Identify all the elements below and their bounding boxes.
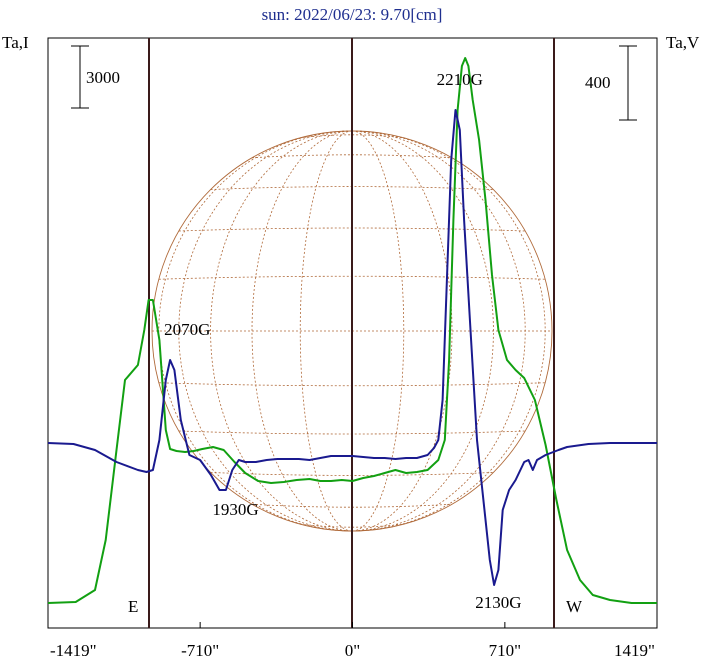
grid-longitude-line: [210, 130, 353, 532]
peak-annotation: 1930G: [212, 500, 258, 519]
x-tick-label: -710": [181, 641, 219, 660]
x-tick-label: 710": [489, 641, 521, 660]
scale-bar-left-label: 3000: [86, 68, 120, 87]
x-tick-label: -1419": [50, 641, 97, 660]
annotation-group: 2070G 1930G 2210G 2130G: [164, 70, 521, 612]
grid-longitude-line: [178, 130, 353, 532]
east-label: E: [128, 597, 138, 616]
peak-annotation: 2130G: [475, 593, 521, 612]
y-label-right: Ta,V: [666, 33, 700, 52]
series-intensity-line: [47, 57, 657, 604]
y-label-left: Ta,I: [2, 33, 29, 52]
grid-longitude-line: [351, 130, 453, 532]
x-tick-label: 1419": [614, 641, 655, 660]
scale-bar-left: [71, 45, 89, 109]
peak-annotation: 2070G: [164, 320, 210, 339]
x-tick-group: -1419" -710" 0" 710" 1419": [47, 622, 658, 660]
series-group: [47, 57, 657, 604]
grid-longitude-line: [351, 130, 546, 532]
grid-longitude-line: [351, 130, 526, 532]
peak-annotation: 2210G: [437, 70, 483, 89]
grid-longitude-line: [351, 130, 494, 532]
chart-title: sun: 2022/06/23: 9.70[cm]: [262, 5, 443, 24]
west-label: W: [566, 597, 583, 616]
scale-bar-right-label: 400: [585, 73, 611, 92]
scale-bar-right: [619, 45, 637, 121]
grid-longitude-line: [251, 130, 353, 532]
x-tick-label: 0": [345, 641, 360, 660]
series-polarization-line: [47, 109, 657, 586]
